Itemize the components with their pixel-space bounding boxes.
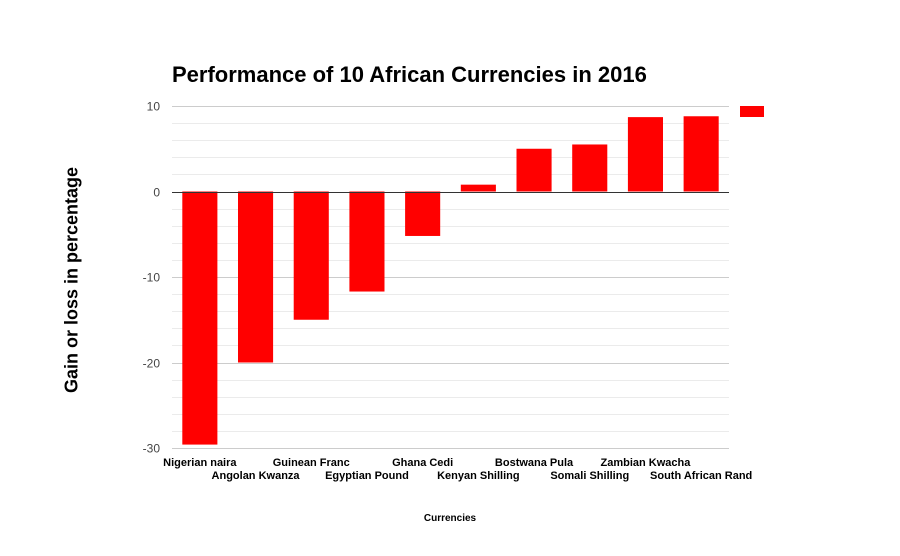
bar bbox=[238, 191, 274, 363]
y-tick-label: -10 bbox=[143, 271, 161, 285]
x-tick-label: Angolan Kwanza bbox=[212, 470, 301, 482]
y-tick-label: -20 bbox=[143, 357, 161, 371]
bar bbox=[627, 117, 663, 192]
bar bbox=[182, 191, 218, 445]
x-tick-label: Guinean Franc bbox=[273, 457, 350, 469]
bar bbox=[683, 116, 719, 192]
x-tick-label: Zambian Kwacha bbox=[601, 457, 692, 469]
legend-swatch bbox=[740, 106, 764, 117]
bar bbox=[405, 191, 441, 236]
x-tick-label: Ghana Cedi bbox=[392, 457, 453, 469]
y-tick-label: 0 bbox=[153, 186, 160, 200]
bar bbox=[460, 184, 496, 192]
x-tick-label: Somali Shilling bbox=[550, 470, 629, 482]
bar bbox=[293, 191, 329, 320]
x-tick-label: Egyptian Pound bbox=[325, 470, 409, 482]
x-tick-label: Kenyan Shilling bbox=[437, 470, 520, 482]
x-tick-label: South African Rand bbox=[650, 470, 752, 482]
chart-title: Performance of 10 African Currencies in … bbox=[172, 62, 647, 87]
x-axis-title: Currencies bbox=[423, 513, 477, 524]
x-tick-label: Nigerian naira bbox=[163, 457, 237, 469]
bar bbox=[349, 191, 385, 292]
y-tick-label: 10 bbox=[147, 100, 161, 114]
bar bbox=[516, 148, 552, 192]
bar bbox=[572, 144, 608, 192]
y-tick-label: -30 bbox=[143, 442, 161, 456]
x-tick-label: Bostwana Pula bbox=[495, 457, 574, 469]
